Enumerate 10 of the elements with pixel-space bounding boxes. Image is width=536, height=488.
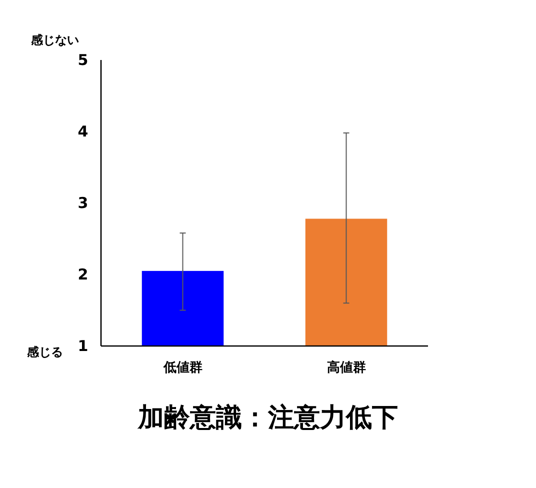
annotation: 感じる <box>27 345 63 359</box>
xtick: 低値群 <box>163 360 202 376</box>
ytick: 2 <box>78 266 88 284</box>
ytick: 3 <box>78 194 88 212</box>
ytick: 4 <box>78 122 88 140</box>
title: 加齢意識：注意力低下 <box>138 403 398 433</box>
xtick: 高値群 <box>326 360 366 376</box>
ytick: 1 <box>78 337 88 355</box>
annotation: 感じない <box>31 33 79 47</box>
ytick: 5 <box>78 51 88 69</box>
